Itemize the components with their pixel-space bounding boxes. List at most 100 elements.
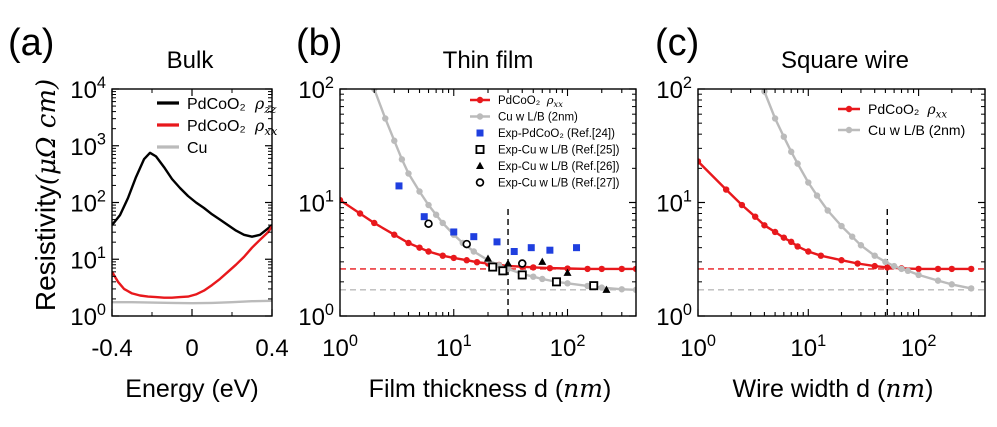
legend-label: Exp-Cu w L/B (Ref.[25])	[498, 145, 620, 157]
y-tick-label: 101	[656, 187, 692, 217]
data-point	[546, 246, 554, 254]
data-point	[817, 252, 825, 259]
legend-label: Cu	[187, 140, 207, 157]
y-tick-label: 104	[70, 74, 106, 104]
data-point	[805, 248, 812, 255]
series-3	[488, 262, 599, 291]
data-point	[838, 257, 845, 264]
data-point	[584, 282, 591, 290]
data-point	[934, 277, 942, 284]
legend-item: Exp-Cu w L/B (Ref.[26])	[476, 161, 620, 173]
data-point	[538, 257, 547, 265]
legend-label: Cu w L/B (2nm)	[498, 112, 578, 124]
panel-a: (a) Bulk 100 101 102 103 104 -0.4 0 0.4 Energy (eV…	[8, 22, 289, 403]
data-point	[546, 264, 554, 272]
data-point	[517, 270, 527, 280]
series-1	[761, 89, 975, 292]
y-axis-label: Resistivity(μΩ cm)	[30, 79, 62, 311]
data-point	[884, 264, 891, 271]
series-line	[112, 225, 272, 299]
data-point	[484, 254, 492, 262]
data-point	[698, 158, 702, 165]
panel-title: Square wire	[781, 47, 909, 74]
legend-item: PdCoO₂ ρxx	[157, 116, 278, 138]
data-point	[824, 207, 831, 214]
legend-label: PdCoO₂ ρxx	[868, 101, 947, 121]
data-point	[493, 238, 501, 246]
data-point	[794, 243, 801, 250]
ylabel-text: Resistivity	[30, 185, 61, 311]
data-point	[391, 231, 398, 238]
legend-marker	[476, 96, 484, 104]
data-point	[527, 244, 535, 252]
data-point	[632, 286, 636, 294]
data-point	[882, 258, 889, 266]
data-point	[761, 222, 768, 229]
data-point	[439, 252, 446, 259]
data-point	[632, 265, 636, 273]
legend-marker	[476, 161, 484, 169]
data-point	[371, 219, 378, 227]
series-5	[424, 219, 527, 268]
panel-label: (b)	[296, 22, 342, 64]
legend-item: Cu	[157, 140, 207, 157]
data-point	[948, 281, 955, 288]
data-point	[470, 248, 477, 255]
data-point	[530, 264, 537, 271]
data-point	[771, 115, 779, 122]
series-line	[340, 199, 636, 271]
data-point	[416, 244, 423, 251]
data-point	[405, 239, 412, 247]
legend-item: Exp-Cu w L/B (Ref.[25])	[475, 145, 620, 157]
legend-item: Cu w L/B (2nm)	[470, 112, 578, 124]
x-axis-label: Wire width d (nm)	[733, 374, 934, 403]
legend-item: PdCoO₂ ρxx	[470, 93, 563, 109]
data-point	[564, 265, 571, 272]
legend-label: PdCoO₂ ρxx	[187, 116, 278, 138]
legend-label: Cu w L/B (2nm)	[868, 122, 965, 138]
data-point	[395, 182, 403, 190]
legend-item: Exp-Cu w L/B (Ref.[27])	[475, 178, 620, 190]
data-point	[504, 259, 513, 267]
panel-label: (a)	[8, 22, 54, 64]
x-tick-label: 100	[680, 332, 716, 362]
data-point	[424, 219, 433, 228]
legend-item: PdCoO₂ ρzz	[157, 94, 277, 116]
x-axis-label: Film thickness d (nm)	[369, 374, 612, 403]
series-line	[112, 151, 272, 238]
y-tick-label: 103	[70, 131, 106, 161]
data-point	[788, 238, 795, 246]
data-point	[473, 258, 481, 266]
data-point	[968, 285, 975, 292]
data-point	[470, 233, 478, 241]
data-point	[602, 285, 611, 293]
data-point	[340, 196, 344, 204]
legend: PdCoO₂ ρxx Cu w L/B (2nm) Exp-PdCoO₂ (Ref.…	[470, 93, 620, 190]
data-point	[573, 244, 581, 252]
data-point	[563, 268, 572, 276]
data-point	[794, 160, 801, 167]
data-point	[450, 228, 458, 236]
plot-area	[340, 89, 636, 316]
data-point	[738, 201, 746, 209]
x-axis-label: Energy (eV)	[125, 375, 258, 403]
x-tick-label: -0.4	[91, 335, 132, 362]
data-point	[589, 281, 599, 291]
data-point	[405, 170, 412, 177]
panel-label: (c)	[655, 22, 699, 64]
legend-item: PdCoO₂ ρxx	[838, 101, 947, 121]
data-point	[890, 262, 898, 270]
legend-label: PdCoO₂ ρxx	[498, 93, 563, 109]
y-tick-label: 100	[70, 301, 106, 331]
data-point	[722, 186, 730, 193]
x-tick-label: 102	[901, 332, 937, 362]
data-point	[425, 248, 432, 255]
legend-marker	[476, 113, 484, 120]
data-point	[425, 201, 432, 209]
legend-label: Exp-Cu w L/B (Ref.[26])	[498, 161, 620, 173]
legend-label: PdCoO₂ ρzz	[187, 94, 277, 116]
series-line	[763, 91, 972, 290]
x-tick-label: 0	[185, 335, 198, 362]
y-tick-label: 101	[298, 187, 334, 217]
series-1	[112, 225, 272, 299]
